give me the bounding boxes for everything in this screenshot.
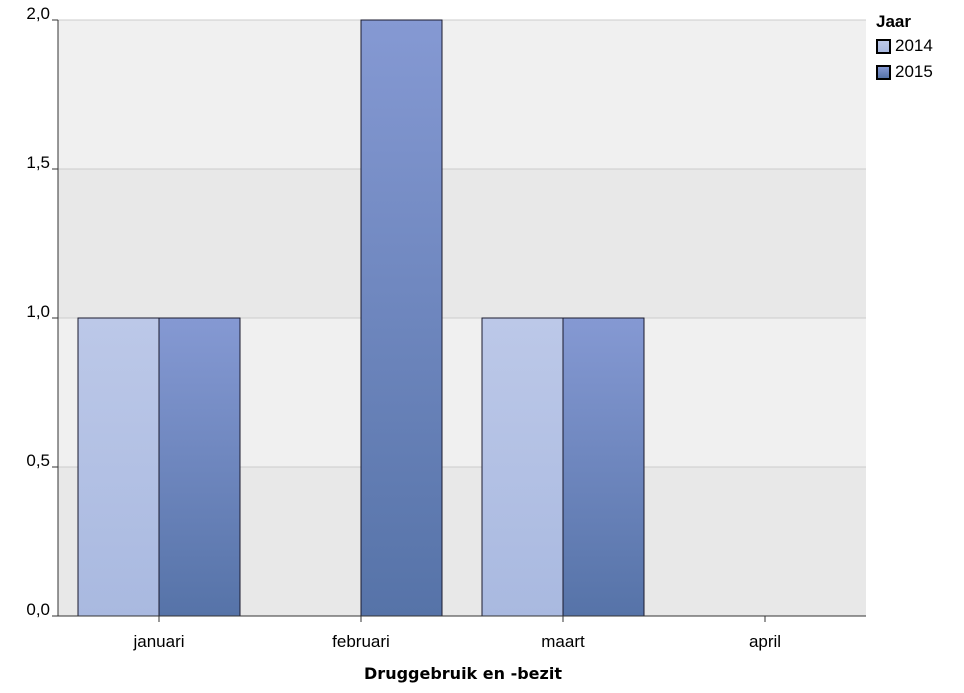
y-tick-label: 1,5 — [26, 153, 50, 172]
y-tick-label: 0,5 — [26, 451, 50, 470]
y-tick-label: 2,0 — [26, 4, 50, 23]
legend: Jaar 2014 2015 — [876, 12, 933, 88]
x-tick-label-januari: januari — [132, 632, 184, 651]
legend-title: Jaar — [876, 12, 911, 31]
legend-swatch-2014 — [876, 38, 891, 54]
bar-januari-2014 — [77, 317, 160, 617]
plot-band — [58, 169, 866, 318]
legend-swatch-2015 — [876, 64, 891, 80]
x-tick-label-maart: maart — [541, 632, 585, 651]
y-tick-label: 0,0 — [26, 600, 50, 619]
y-tick-label: 1,0 — [26, 302, 50, 321]
bar-maart-2014 — [481, 317, 564, 617]
plot-band — [58, 20, 866, 169]
bar-maart-2015 — [562, 317, 645, 617]
x-axis-title: Druggebruik en -bezit — [364, 664, 562, 683]
x-tick-label-april: april — [749, 632, 781, 651]
legend-item-2015[interactable]: 2015 — [876, 62, 933, 82]
legend-item-2014[interactable]: 2014 — [876, 36, 933, 56]
legend-label-2015: 2015 — [895, 62, 933, 81]
bar-januari-2015 — [158, 317, 241, 617]
x-tick-label-februari: februari — [332, 632, 390, 651]
legend-label-2014: 2014 — [895, 36, 933, 55]
bar-februari-2015 — [360, 19, 443, 617]
